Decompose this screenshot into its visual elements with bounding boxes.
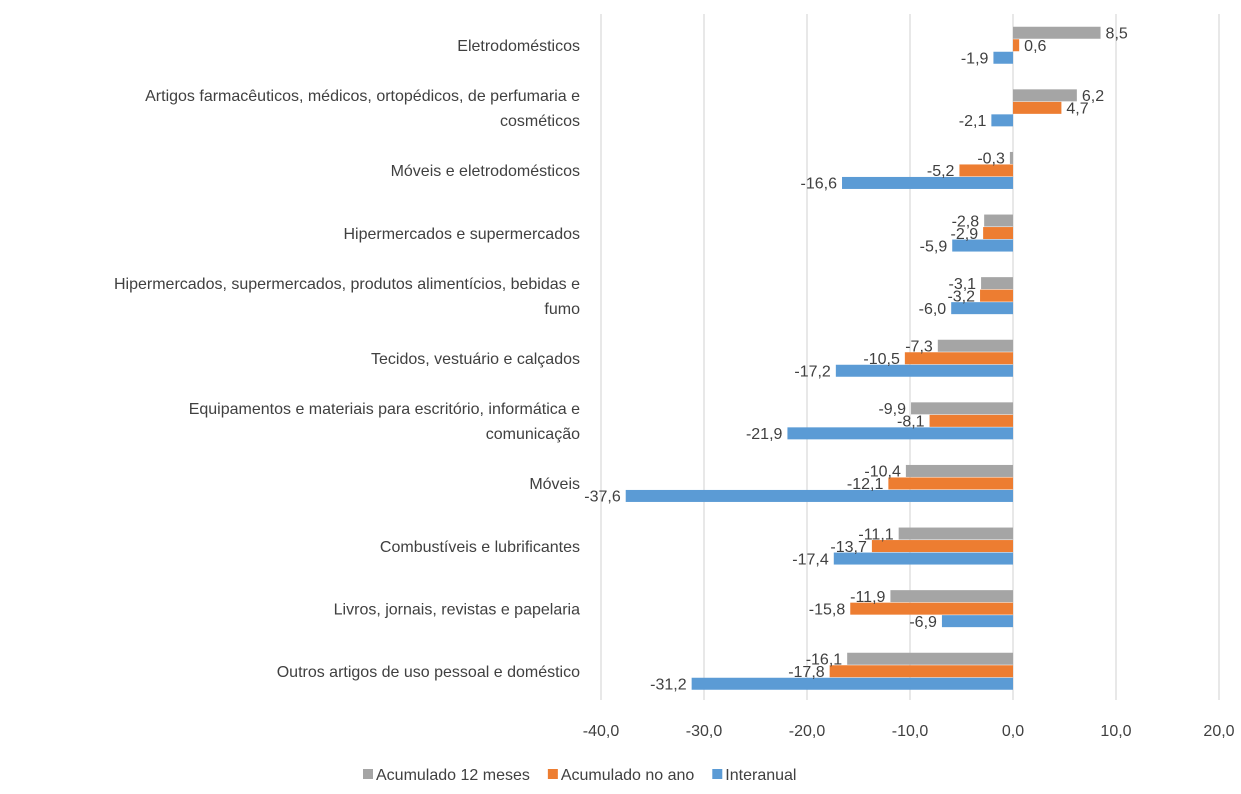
bar-acumulado-no-ano (959, 164, 1013, 177)
bar-acumulado-no-ano (980, 289, 1013, 302)
category-label: Combustíveis e lubrificantes (380, 539, 580, 556)
x-tick-label: 0,0 (1002, 723, 1024, 740)
bar-interanual (951, 302, 1013, 315)
legend-swatch (363, 769, 373, 779)
data-label: -16,1 (806, 652, 843, 669)
data-label: -11,9 (850, 589, 885, 606)
data-label: -37,6 (584, 489, 621, 506)
bar-acumulado-12-meses (984, 214, 1013, 227)
category-label: Hipermercados, supermercados, produtos a… (114, 276, 580, 318)
data-label: -2,8 (952, 213, 980, 230)
data-label: -12,1 (847, 476, 884, 493)
bar-interanual (625, 489, 1013, 502)
data-label: -31,2 (650, 677, 687, 694)
data-label: -6,0 (919, 301, 947, 318)
bar-interanual (835, 364, 1013, 377)
category-label: Eletrodomésticos (457, 38, 580, 55)
bar-acumulado-12-meses (1013, 26, 1101, 39)
data-label: -0,3 (977, 151, 1005, 168)
data-label: -7,3 (905, 339, 933, 356)
data-label: -15,8 (809, 601, 846, 618)
bar-interanual (941, 615, 1013, 628)
bar-interanual (787, 427, 1013, 440)
data-label: -2,1 (959, 113, 987, 130)
bar-acumulado-12-meses (905, 464, 1013, 477)
data-label: -5,2 (927, 163, 955, 180)
data-label: -9,9 (878, 401, 906, 418)
bar-acumulado-12-meses (1013, 89, 1077, 102)
data-label: 8,5 (1106, 26, 1128, 43)
category-label: Tecidos, vestuário e calçados (371, 351, 580, 368)
x-tick-label: -30,0 (686, 723, 723, 740)
legend-label: Interanual (725, 767, 796, 784)
bar-acumulado-12-meses (911, 402, 1013, 415)
bar-acumulado-no-ano (829, 665, 1013, 678)
data-label: -10,4 (864, 464, 901, 481)
category-label: Outros artigos de uso pessoal e doméstic… (277, 664, 580, 681)
data-label: -13,7 (830, 539, 867, 556)
bar-interanual (833, 552, 1013, 565)
bar-acumulado-12-meses (1009, 151, 1013, 164)
data-label: -17,8 (788, 664, 825, 681)
category-label: Móveis e eletrodomésticos (391, 163, 580, 180)
data-label: -2,9 (951, 226, 979, 243)
legend-label: Acumulado no ano (561, 767, 695, 784)
data-label: -1,9 (961, 51, 989, 68)
bar-acumulado-no-ano (888, 477, 1013, 490)
data-label: 6,2 (1082, 88, 1104, 105)
category-label: Livros, jornais, revistas e papelaria (334, 601, 580, 618)
bar-acumulado-12-meses (847, 652, 1013, 665)
category-label: Móveis (529, 476, 580, 493)
bar-acumulado-no-ano (983, 227, 1013, 240)
bar-acumulado-12-meses (937, 339, 1013, 352)
data-label: -21,9 (746, 426, 783, 443)
data-label: -8,1 (897, 414, 925, 431)
data-label: -5,9 (920, 238, 948, 255)
data-label: 4,7 (1066, 101, 1088, 118)
x-tick-label: 20,0 (1203, 723, 1234, 740)
legend-label: Acumulado 12 meses (376, 767, 530, 784)
category-label: Equipamentos e materiais para escritório… (189, 401, 580, 443)
bar-acumulado-no-ano (904, 352, 1013, 365)
category-label: Artigos farmacêuticos, médicos, ortopédi… (145, 88, 580, 130)
bar-acumulado-no-ano (871, 540, 1013, 553)
data-label: 0,6 (1024, 38, 1046, 55)
bar-interanual (952, 239, 1013, 252)
data-label: -6,9 (909, 614, 937, 631)
x-tick-label: -10,0 (892, 723, 929, 740)
bar-acumulado-12-meses (898, 527, 1013, 540)
data-label: -16,6 (801, 176, 838, 193)
bar-acumulado-no-ano (1013, 101, 1062, 114)
data-label: -10,5 (863, 351, 900, 368)
legend-swatch (547, 769, 558, 779)
data-label: -3,2 (947, 288, 975, 305)
bar-acumulado-no-ano (1013, 39, 1020, 52)
x-tick-label: -40,0 (583, 723, 620, 740)
data-label: -17,2 (794, 364, 831, 381)
bar-acumulado-12-meses (890, 590, 1013, 603)
bar-interanual (691, 677, 1013, 690)
x-tick-label: 10,0 (1100, 723, 1131, 740)
data-label: -17,4 (792, 551, 829, 568)
bar-acumulado-no-ano (929, 414, 1013, 427)
bar-interanual (991, 114, 1013, 127)
data-label: -11,1 (858, 526, 893, 543)
legend-swatch (712, 769, 723, 779)
category-label: Hipermercados e supermercados (343, 226, 580, 243)
bar-interanual (993, 51, 1013, 64)
bar-acumulado-no-ano (850, 602, 1013, 615)
bar-acumulado-12-meses (981, 277, 1013, 290)
x-tick-label: -20,0 (789, 723, 826, 740)
data-label: -3,1 (948, 276, 976, 293)
bar-interanual (842, 176, 1013, 189)
